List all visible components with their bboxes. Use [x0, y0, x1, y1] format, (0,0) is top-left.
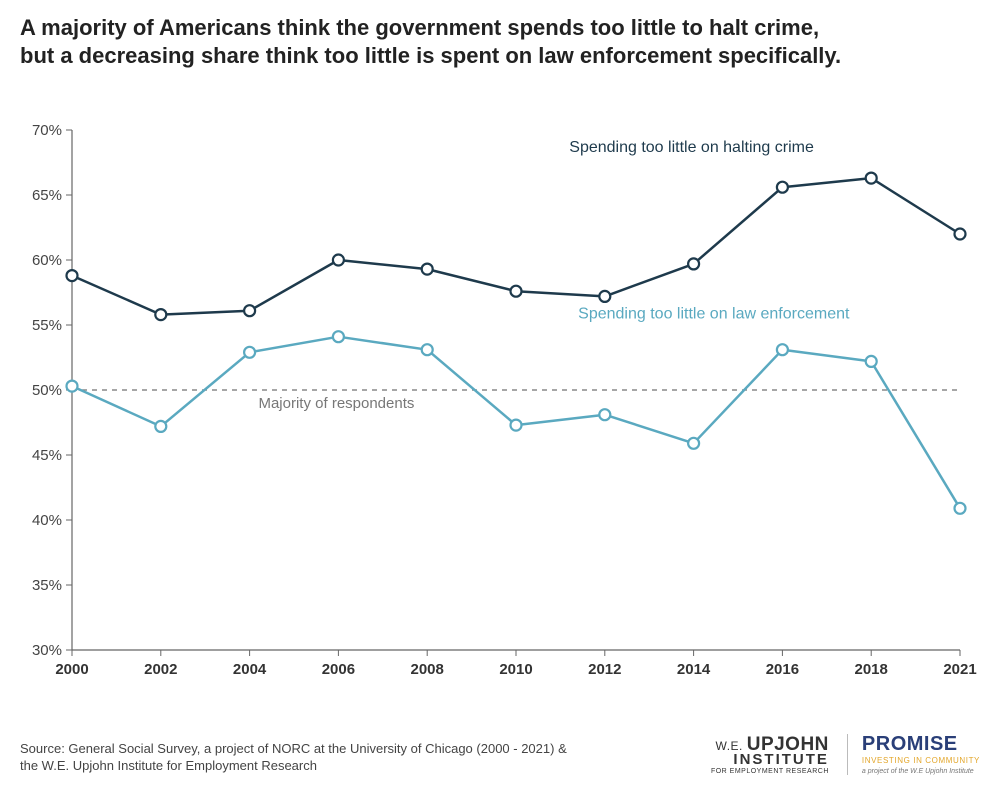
x-tick-label: 2004 [233, 661, 267, 678]
line-chart: 30% 35% 40% 45% 50% 55% 60% 65% 70% 2000 2002 2004 2… [20, 120, 980, 690]
series-marker-law_enforcement [866, 356, 877, 367]
x-tick-label: 2012 [588, 661, 621, 678]
x-tick-label: 2000 [55, 661, 88, 678]
x-tick-label: 2010 [499, 661, 532, 678]
y-tick-label: 55% [32, 317, 62, 334]
series-marker-law_enforcement [777, 344, 788, 355]
series-marker-law_enforcement [688, 438, 699, 449]
series-marker-halting_crime [511, 286, 522, 297]
series-marker-law_enforcement [422, 344, 433, 355]
series-marker-law_enforcement [955, 503, 966, 514]
promise-logo: PROMISE INVESTING IN COMMUNITY a project… [847, 734, 980, 775]
x-tick-label: 2008 [411, 661, 444, 678]
x-tick-label: 2006 [322, 661, 355, 678]
footer: Source: General Social Survey, a project… [20, 734, 980, 775]
series-marker-halting_crime [599, 291, 610, 302]
series-marker-law_enforcement [67, 381, 78, 392]
series-label-halting_crime: Spending too little on halting crime [569, 139, 814, 156]
logo-group: W.E. UPJOHN INSTITUTE FOR EMPLOYMENT RES… [711, 734, 980, 775]
chart-container: 30% 35% 40% 45% 50% 55% 60% 65% 70% 2000 2002 2004 2… [20, 120, 980, 690]
x-tick-label: 2016 [766, 661, 799, 678]
source-line-1: Source: General Social Survey, a project… [20, 741, 567, 756]
y-tick-label: 35% [32, 577, 62, 594]
series-marker-law_enforcement [244, 347, 255, 358]
series-marker-law_enforcement [599, 409, 610, 420]
series-marker-halting_crime [333, 255, 344, 266]
upjohn-line2: INSTITUTE [711, 752, 829, 767]
series-marker-halting_crime [955, 229, 966, 240]
source-line-2: the W.E. Upjohn Institute for Employment… [20, 758, 317, 773]
y-tick-label: 60% [32, 252, 62, 269]
reference-line-label: Majority of respondents [258, 395, 414, 412]
series-marker-law_enforcement [155, 421, 166, 432]
series-marker-law_enforcement [511, 420, 522, 431]
promise-line3: a project of the W.E Upjohn Institute [862, 768, 980, 775]
promise-line1: PROMISE [862, 734, 980, 754]
series-marker-halting_crime [866, 173, 877, 184]
promise-line2: INVESTING IN COMMUNITY [862, 757, 980, 765]
series-marker-halting_crime [155, 309, 166, 320]
series-marker-halting_crime [67, 270, 78, 281]
y-tick-label: 70% [32, 122, 62, 139]
y-tick-label: 45% [32, 447, 62, 464]
upjohn-logo: W.E. UPJOHN INSTITUTE FOR EMPLOYMENT RES… [711, 735, 829, 775]
series-marker-halting_crime [422, 264, 433, 275]
y-tick-label: 50% [32, 382, 62, 399]
chart-title: A majority of Americans think the govern… [20, 14, 980, 69]
series-marker-law_enforcement [333, 331, 344, 342]
source-citation: Source: General Social Survey, a project… [20, 740, 567, 775]
series-marker-halting_crime [688, 258, 699, 269]
x-tick-label: 2021 [943, 661, 976, 678]
x-tick-label: 2018 [855, 661, 888, 678]
title-line-2: but a decreasing share think too little … [20, 43, 841, 68]
title-line-1: A majority of Americans think the govern… [20, 15, 819, 40]
series-marker-halting_crime [777, 182, 788, 193]
x-tick-label: 2014 [677, 661, 711, 678]
upjohn-line3: FOR EMPLOYMENT RESEARCH [711, 768, 829, 775]
series-marker-halting_crime [244, 305, 255, 316]
series-label-law_enforcement: Spending too little on law enforcement [578, 306, 850, 323]
y-tick-label: 30% [32, 642, 62, 659]
y-tick-label: 40% [32, 512, 62, 529]
x-tick-label: 2002 [144, 661, 177, 678]
y-tick-label: 65% [32, 187, 62, 204]
